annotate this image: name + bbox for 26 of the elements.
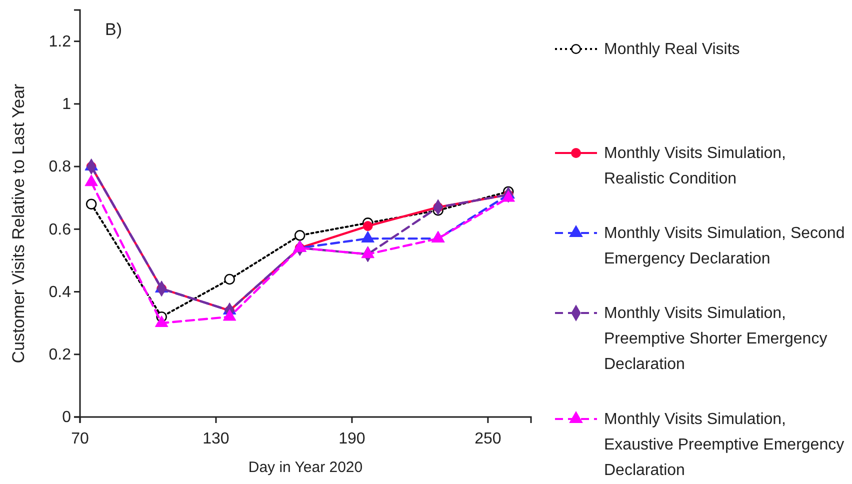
- x-tick-label: 190: [338, 430, 366, 448]
- y-tick-label: 0.8: [48, 158, 72, 176]
- point: [224, 274, 235, 285]
- legend-label: Monthly Visits Simulation, Second Emergency Declaration: [604, 225, 845, 268]
- y-tick-label: 0.6: [48, 221, 72, 238]
- point: [154, 315, 168, 327]
- point: [294, 230, 306, 241]
- point: [362, 221, 373, 231]
- x-tick-label: 70: [71, 430, 89, 448]
- legend-label: Monthly Visits Simulation, Exaustive Preemptive Emergency Declaration: [604, 411, 844, 480]
- x-tick-label: 250: [474, 430, 502, 448]
- y-tick-label: 1: [62, 96, 72, 114]
- point: [86, 198, 97, 210]
- y-axis-title: Customer Visits Relative to Last Year: [9, 83, 28, 364]
- y-tick-label: 0.2: [48, 346, 72, 364]
- annotation: B): [105, 20, 122, 39]
- legend-label: Monthly Visits Simulation, Preemptive Shorter Emergency Declaration: [604, 305, 828, 374]
- legend-label: Monthly Real Visits: [604, 41, 740, 58]
- point: [361, 246, 374, 258]
- point: [222, 309, 236, 321]
- y-tick-label: 0: [62, 409, 72, 426]
- y-tick-label: 0.4: [48, 284, 72, 301]
- x-tick-label: 130: [202, 430, 230, 448]
- x-axis-title: Day in Year 2020: [248, 459, 363, 476]
- y-tick-label: 1.2: [48, 33, 72, 50]
- legend-label: Monthly Visits Simulation, Realistic Condition: [604, 145, 786, 188]
